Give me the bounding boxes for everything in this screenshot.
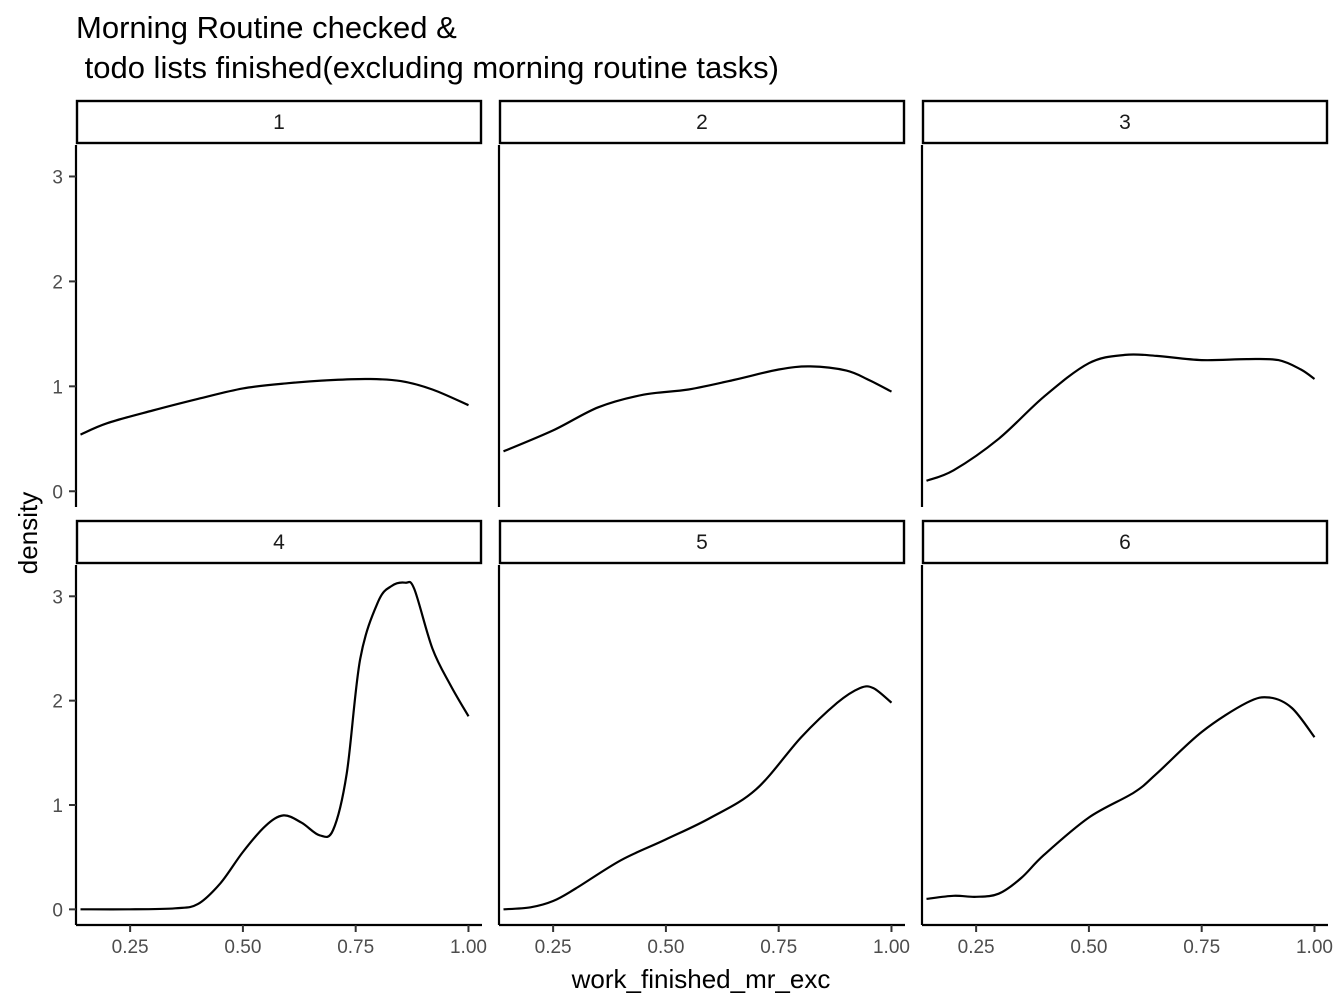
facet-strip: [921, 99, 1329, 145]
facet-panel-3: 3: [920, 99, 1329, 507]
x-tick-label: 0.25: [535, 937, 572, 958]
facet-panels: 1 0 1 2 3 2 3 4 0.25 0.50 0.75 1.00 0 1 2 3 5 0.25 0.50 0.7…: [52, 99, 1333, 958]
y-tick-label: 3: [52, 167, 63, 188]
facet-strip-label: 3: [1119, 111, 1131, 134]
facet-panel-6: 6 0.25 0.50 0.75 1.00: [920, 519, 1333, 958]
x-tick-label: 0.50: [647, 937, 684, 958]
y-tick-label: 2: [52, 692, 63, 713]
density-line: [926, 353, 1316, 482]
facet-panel-5: 5 0.25 0.50 0.75 1.00: [497, 519, 910, 958]
density-line: [926, 696, 1316, 900]
x-axis-title: work_finished_mr_exc: [571, 964, 831, 994]
x-tick-label: 1.00: [873, 937, 910, 958]
x-tick-label: 0.50: [1070, 937, 1107, 958]
x-tick-label: 1.00: [1296, 937, 1333, 958]
y-tick-label: 0: [52, 482, 63, 503]
x-tick-label: 0.50: [224, 937, 261, 958]
facet-panel-4: 4 0.25 0.50 0.75 1.00 0 1 2 3: [52, 519, 487, 958]
x-tick-label: 0.25: [112, 937, 149, 958]
facet-strip: [498, 519, 906, 565]
facet-strip: [75, 99, 483, 145]
x-tick-label: 0.75: [760, 937, 797, 958]
x-tick-label: 0.75: [1183, 937, 1220, 958]
facet-strip-label: 6: [1119, 531, 1131, 554]
y-tick-label: 1: [52, 796, 63, 817]
y-tick-label: 0: [52, 900, 63, 921]
density-line: [80, 580, 470, 911]
facet-strip: [498, 99, 906, 145]
density-line: [503, 365, 892, 453]
y-axis-title: density: [13, 492, 43, 574]
facet-strip-label: 4: [273, 531, 285, 554]
chart-title-line-1: Morning Routine checked &: [76, 10, 457, 45]
facet-panel-1: 1 0 1 2 3: [52, 99, 483, 507]
facet-strip: [75, 519, 483, 565]
facet-panel-2: 2: [497, 99, 906, 507]
x-tick-label: 0.75: [337, 937, 374, 958]
chart-title-line-2: todo lists finished(excluding morning ro…: [76, 50, 779, 85]
density-line: [503, 685, 893, 911]
y-tick-label: 1: [52, 377, 63, 398]
density-line: [80, 377, 469, 436]
facet-strip-label: 2: [696, 111, 708, 134]
x-tick-label: 1.00: [450, 937, 487, 958]
facet-strip-label: 1: [273, 111, 285, 134]
y-tick-label: 2: [52, 272, 63, 293]
x-tick-label: 0.25: [958, 937, 995, 958]
y-tick-label: 3: [52, 587, 63, 608]
facet-strip: [921, 519, 1329, 565]
facet-strip-label: 5: [696, 531, 708, 554]
